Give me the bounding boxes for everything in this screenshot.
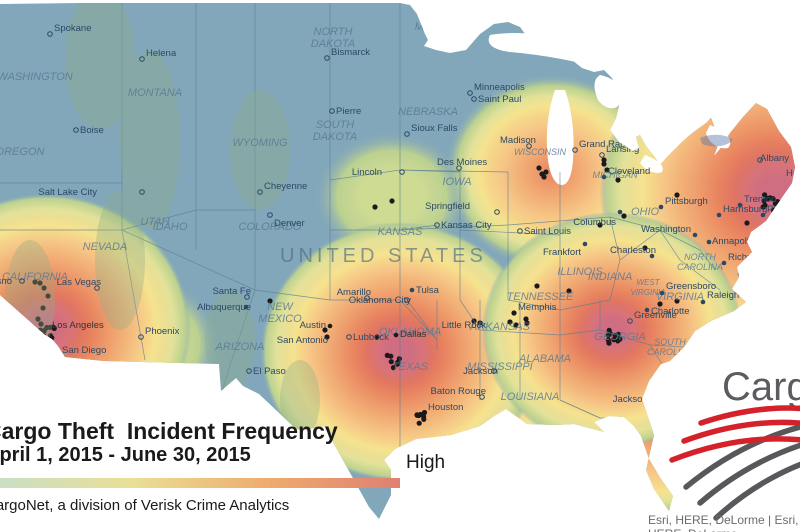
svg-text:MEXICO: MEXICO — [258, 313, 302, 325]
svg-text:Frankfort: Frankfort — [543, 247, 581, 258]
svg-text:MINNESOTA: MINNESOTA — [415, 21, 480, 33]
svg-text:Kansas City: Kansas City — [441, 220, 492, 231]
svg-text:Boise: Boise — [80, 125, 104, 136]
svg-text:Jackson: Jackson — [463, 366, 498, 377]
svg-text:TEXAS: TEXAS — [392, 361, 429, 373]
svg-text:FLORIDA: FLORIDA — [646, 391, 694, 403]
svg-text:Los Angeles: Los Angeles — [52, 320, 104, 331]
svg-text:NEVADA: NEVADA — [83, 241, 128, 253]
svg-text:Baton Rouge: Baton Rouge — [431, 386, 486, 397]
svg-text:Albany: Albany — [760, 153, 789, 164]
svg-text:San Antonio: San Antonio — [277, 335, 328, 346]
svg-text:Memphis: Memphis — [518, 302, 557, 313]
svg-text:Dover: Dover — [759, 231, 784, 242]
svg-text:Lubbock: Lubbock — [353, 332, 389, 343]
svg-text:Saint Paul: Saint Paul — [478, 94, 521, 105]
svg-text:Washington: Washington — [641, 224, 691, 235]
svg-text:Phoenix: Phoenix — [145, 326, 180, 337]
svg-text:Harrisburg: Harrisburg — [723, 204, 767, 215]
svg-text:Pierre: Pierre — [336, 106, 361, 117]
svg-text:OREGON: OREGON — [0, 146, 44, 158]
svg-text:Tucson: Tucson — [163, 370, 194, 381]
svg-text:Hartford: Hartford — [786, 168, 800, 179]
svg-text:Madison: Madison — [500, 135, 536, 146]
svg-text:Pittsburgh: Pittsburgh — [665, 196, 708, 207]
svg-text:San Diego: San Diego — [62, 345, 106, 356]
svg-text:NEW: NEW — [267, 301, 294, 313]
svg-text:DAKOTA: DAKOTA — [313, 131, 357, 143]
svg-text:KANSAS: KANSAS — [378, 226, 423, 238]
svg-text:MONTANA: MONTANA — [128, 87, 182, 99]
svg-text:El Paso: El Paso — [253, 366, 286, 377]
svg-text:SOUTH: SOUTH — [654, 337, 686, 347]
svg-text:Tulsa: Tulsa — [416, 285, 440, 296]
svg-text:SOUTH: SOUTH — [316, 119, 355, 131]
svg-text:Columbus: Columbus — [573, 217, 616, 228]
svg-text:Greensboro: Greensboro — [666, 281, 716, 292]
svg-text:NORTH: NORTH — [684, 252, 716, 262]
svg-text:WISCONSIN: WISCONSIN — [514, 147, 567, 157]
svg-text:NEBRASKA: NEBRASKA — [398, 106, 458, 118]
svg-text:Charlotte: Charlotte — [651, 306, 690, 317]
svg-text:Houston: Houston — [428, 402, 463, 413]
svg-text:Annapolis: Annapolis — [712, 236, 754, 247]
svg-text:CargoNet: CargoNet — [722, 365, 800, 409]
svg-text:ARIZONA: ARIZONA — [215, 341, 265, 353]
svg-text:WEST: WEST — [636, 278, 660, 287]
svg-text:Oklahoma City: Oklahoma City — [349, 295, 412, 306]
svg-text:Springfield: Springfield — [425, 201, 470, 212]
svg-text:IOWA: IOWA — [442, 176, 471, 188]
svg-text:Des Moines: Des Moines — [437, 157, 487, 168]
svg-text:Santa Fe: Santa Fe — [212, 286, 251, 297]
svg-text:GEORGIA: GEORGIA — [594, 331, 645, 343]
svg-text:Jacksonville: Jacksonville — [613, 394, 664, 405]
svg-text:OHIO: OHIO — [631, 206, 660, 218]
svg-text:INDIANA: INDIANA — [588, 271, 633, 283]
svg-text:Spokane: Spokane — [54, 23, 92, 34]
svg-text:CAROLINA: CAROLINA — [677, 262, 723, 272]
svg-text:Sioux Falls: Sioux Falls — [411, 123, 458, 134]
svg-text:ALABAMA: ALABAMA — [518, 353, 571, 365]
svg-text:UTAH: UTAH — [140, 216, 169, 228]
svg-text:Charleston: Charleston — [610, 245, 656, 256]
svg-text:Denver: Denver — [274, 218, 305, 229]
svg-text:Fresno: Fresno — [0, 276, 12, 287]
svg-text:Cheyenne: Cheyenne — [264, 181, 307, 192]
svg-text:Lincoln: Lincoln — [352, 167, 382, 178]
svg-text:Cleveland: Cleveland — [608, 166, 650, 177]
svg-text:NORTH: NORTH — [314, 26, 353, 38]
svg-text:Salt Lake City: Salt Lake City — [38, 187, 97, 198]
svg-text:Little Rock: Little Rock — [442, 320, 487, 331]
svg-text:Bismarck: Bismarck — [331, 47, 370, 58]
svg-text:Las Vegas: Las Vegas — [57, 277, 102, 288]
svg-text:WYOMING: WYOMING — [233, 137, 288, 149]
svg-text:NEW YORK: NEW YORK — [676, 112, 726, 122]
svg-text:CAROLINA: CAROLINA — [647, 347, 693, 357]
svg-text:Minneapolis: Minneapolis — [474, 82, 525, 93]
svg-text:Albuquerque: Albuquerque — [197, 302, 251, 313]
svg-text:Helena: Helena — [146, 48, 177, 59]
svg-text:Richmond: Richmond — [728, 252, 771, 263]
svg-text:Dallas: Dallas — [400, 329, 427, 340]
svg-text:Norfolk: Norfolk — [744, 263, 774, 274]
svg-text:WASHINGTON: WASHINGTON — [0, 71, 73, 83]
svg-text:Lansing: Lansing — [606, 144, 639, 155]
svg-text:Saint Louis: Saint Louis — [524, 226, 571, 237]
svg-text:Austin: Austin — [300, 320, 326, 331]
svg-text:LOUISIANA: LOUISIANA — [501, 391, 560, 403]
svg-text:Philadelphia: Philadelphia — [767, 204, 800, 215]
svg-text:UNITED STATES: UNITED STATES — [280, 245, 487, 267]
